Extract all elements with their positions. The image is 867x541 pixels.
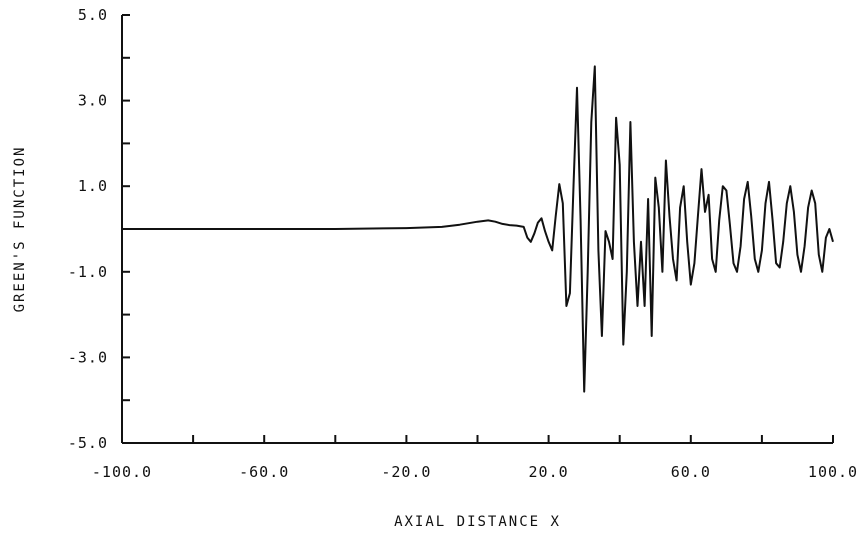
x-tick-label: 60.0 bbox=[671, 463, 711, 481]
y-tick-label: 5.0 bbox=[78, 6, 108, 24]
x-tick-label: -20.0 bbox=[381, 463, 431, 481]
x-axis-title: AXIAL DISTANCE X bbox=[394, 514, 561, 530]
x-tick-label: -100.0 bbox=[92, 463, 152, 481]
y-tick-label: -5.0 bbox=[68, 434, 108, 452]
x-tick-label: 20.0 bbox=[529, 463, 569, 481]
y-tick-labels: -5.0 -3.0 -1.0 1.0 3.0 5.0 bbox=[68, 6, 108, 452]
x-tick-label: 100.0 bbox=[808, 463, 858, 481]
y-tick-label: -3.0 bbox=[68, 348, 108, 366]
x-tick-label: -60.0 bbox=[239, 463, 289, 481]
y-axis-title: GREEN'S FUNCTION bbox=[12, 146, 28, 313]
y-tick-label: 3.0 bbox=[78, 92, 108, 110]
x-ticks bbox=[121, 435, 834, 443]
y-tick-label: 1.0 bbox=[78, 177, 108, 195]
y-ticks bbox=[122, 14, 130, 444]
y-tick-label: -1.0 bbox=[68, 263, 108, 281]
x-tick-labels: -100.0 -60.0 -20.0 20.0 60.0 100.0 bbox=[92, 463, 858, 481]
series-line bbox=[122, 65, 834, 393]
